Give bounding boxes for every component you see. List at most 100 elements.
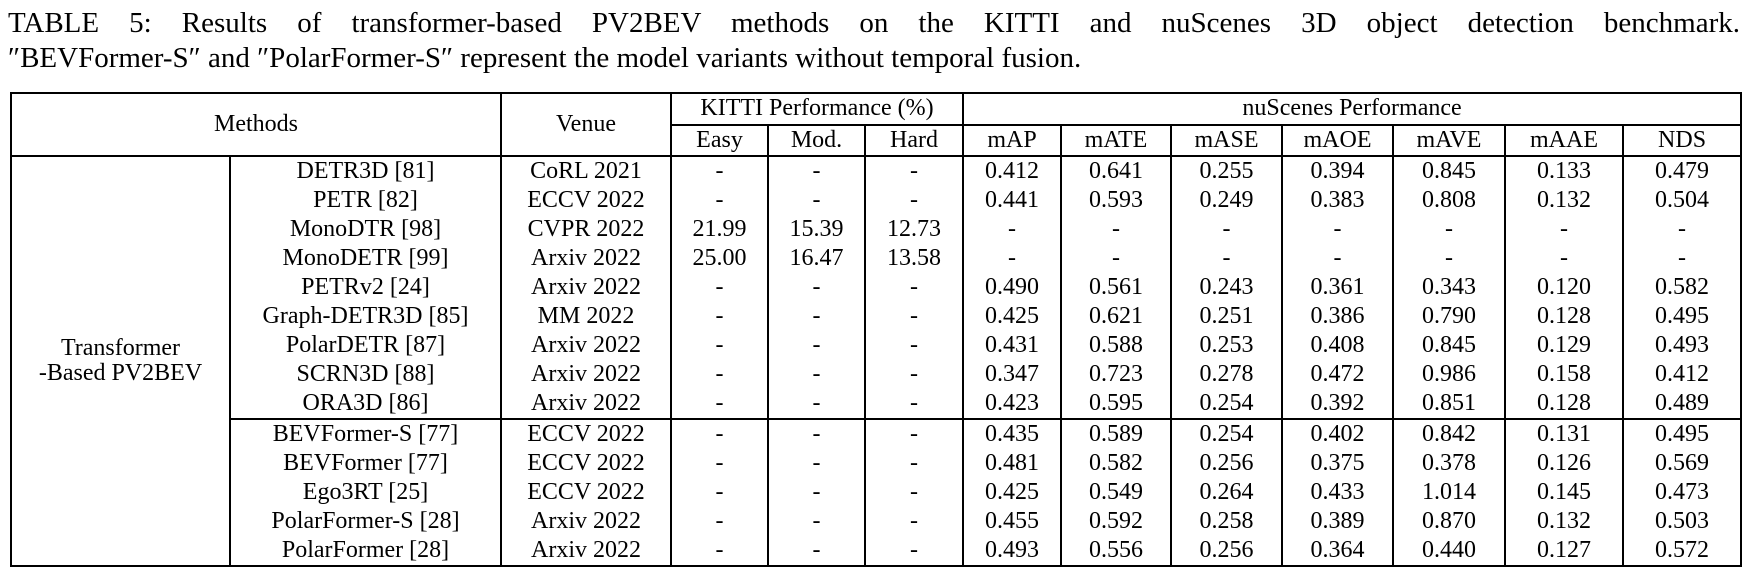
results-table-body: Transformer -Based PV2BEV DETR3D [81] CoRL … — [10, 156, 1742, 566]
metric-cell-mase: 0.264 — [1170, 478, 1282, 507]
metric-cell-mave: 0.842 — [1392, 418, 1505, 449]
metric-cell-hard: - — [864, 507, 963, 536]
metric-cell-mase: - — [1170, 215, 1282, 244]
metric-cell-maoe: 0.386 — [1281, 302, 1393, 331]
metric-cell-mase: 0.278 — [1170, 360, 1282, 389]
metric-cell-mave: 0.343 — [1392, 273, 1505, 302]
venue-cell: Arxiv 2022 — [500, 536, 671, 566]
subheader-maae: mAAE — [1504, 125, 1623, 156]
metric-cell-easy: - — [670, 418, 768, 449]
metric-cell-maoe: 0.394 — [1281, 156, 1393, 186]
subheader-mave: mAVE — [1392, 125, 1505, 156]
metric-cell-nds: 0.489 — [1621, 389, 1742, 419]
metric-cell-easy: - — [670, 156, 768, 186]
metric-cell-mod: - — [767, 273, 865, 302]
metric-cell-mod: - — [767, 536, 865, 566]
method-cell: PolarDETR [87] — [229, 331, 501, 360]
metric-cell-mase: 0.256 — [1170, 536, 1282, 566]
metric-cell-maae: 0.158 — [1504, 360, 1623, 389]
metric-cell-nds: 0.503 — [1621, 507, 1742, 536]
metric-cell-maoe: 0.383 — [1281, 186, 1393, 215]
metric-cell-mate: 0.582 — [1060, 449, 1171, 478]
method-cell: PolarFormer-S [28] — [229, 507, 501, 536]
method-cell: PETRv2 [24] — [229, 273, 501, 302]
metric-cell-maae: 0.126 — [1504, 449, 1623, 478]
subheader-nds: NDS — [1621, 125, 1742, 156]
method-cell: PolarFormer [28] — [229, 536, 501, 566]
metric-cell-map: 0.490 — [962, 273, 1061, 302]
metric-cell-mod: - — [767, 156, 865, 186]
metric-cell-easy: - — [670, 478, 768, 507]
metric-cell-mase: 0.243 — [1170, 273, 1282, 302]
table-row: MonoDTR [98] CVPR 2022 21.99 15.39 12.73- - - -… — [11, 215, 1742, 244]
metric-cell-mase: 0.254 — [1170, 389, 1282, 419]
header-row-groups: Methods Venue KITTI Performance (%) nuSc… — [10, 93, 1742, 156]
metric-cell-nds: 0.493 — [1621, 331, 1742, 360]
metric-cell-mase: 0.254 — [1170, 418, 1282, 449]
metric-cell-maae: 0.145 — [1504, 478, 1623, 507]
method-cell: PETR [82] — [229, 186, 501, 215]
metric-cell-hard: - — [864, 156, 963, 186]
metric-cell-mod: - — [767, 331, 865, 360]
metric-cell-maae: 0.128 — [1504, 389, 1623, 419]
metric-cell-mod: 16.47 — [767, 244, 865, 273]
metric-cell-mate: 0.588 — [1060, 331, 1171, 360]
metric-cell-nds: - — [1621, 215, 1742, 244]
table-row: BEVFormer [77] ECCV 2022- - -0.481 0.582 0.25… — [11, 449, 1742, 478]
table-caption-line-2: ″BEVFormer-S″ and ″PolarFormer-S″ repres… — [8, 42, 1082, 74]
table-row: Graph-DETR3D [85] MM 2022- - -0.425 0.621 0.2… — [11, 302, 1742, 331]
metric-cell-easy: - — [670, 273, 768, 302]
metric-cell-maoe: - — [1281, 215, 1393, 244]
metric-cell-mate: 0.641 — [1060, 156, 1171, 186]
metric-cell-maoe: 0.472 — [1281, 360, 1393, 389]
method-group-label-line: Transformer — [60, 334, 181, 361]
subheader-maoe: mAOE — [1281, 125, 1393, 156]
metric-cell-map: 0.431 — [962, 331, 1061, 360]
metric-cell-maoe: 0.361 — [1281, 273, 1393, 302]
metric-cell-maae: 0.127 — [1504, 536, 1623, 566]
subheader-easy: Easy — [670, 125, 768, 156]
metric-cell-easy: - — [670, 536, 768, 566]
metric-cell-mate: 0.549 — [1060, 478, 1171, 507]
metric-cell-map: 0.347 — [962, 360, 1061, 389]
metric-cell-maae: 0.133 — [1504, 156, 1623, 186]
header-row-metrics: Easy Mod. Hard mAP mATE mASE mAOE mAVE m… — [11, 125, 1742, 156]
subheader-mase: mASE — [1170, 125, 1282, 156]
group-header-kitti: KITTI Performance (%) — [670, 93, 963, 126]
metric-cell-map: 0.481 — [962, 449, 1061, 478]
method-cell: BEVFormer-S [77] — [229, 418, 501, 449]
venue-cell: Arxiv 2022 — [500, 507, 671, 536]
method-group-label: Transformer -Based PV2BEV — [10, 156, 231, 566]
metric-cell-maoe: 0.433 — [1281, 478, 1393, 507]
group-header-nuscenes: nuScenes Performance — [961, 93, 1742, 126]
table-row: PETR [82] ECCV 2022- - -0.441 0.593 0.249 0.38… — [11, 186, 1742, 215]
metric-cell-mod: - — [767, 302, 865, 331]
metric-cell-mate: 0.561 — [1060, 273, 1171, 302]
metric-cell-maoe: 0.408 — [1281, 331, 1393, 360]
metric-cell-map: 0.455 — [962, 507, 1061, 536]
metric-cell-maae: - — [1504, 215, 1623, 244]
table-row: MonoDETR [99] Arxiv 2022 25.00 16.47 13.58- -… — [11, 244, 1742, 273]
metric-cell-mate: 0.723 — [1060, 360, 1171, 389]
method-group-label-line: -Based PV2BEV — [38, 360, 203, 386]
metric-cell-easy: 21.99 — [670, 215, 768, 244]
venue-cell: MM 2022 — [500, 302, 671, 331]
subheader-mod: Mod. — [767, 125, 865, 156]
method-cell: MonoDTR [98] — [229, 215, 501, 244]
venue-cell: Arxiv 2022 — [500, 360, 671, 389]
metric-cell-easy: - — [670, 507, 768, 536]
metric-cell-mase: 0.256 — [1170, 449, 1282, 478]
metric-cell-easy: - — [670, 360, 768, 389]
table-row: PolarFormer-S [28] Arxiv 2022- - -0.455 0.59… — [11, 507, 1742, 536]
metric-cell-mave: 0.440 — [1392, 536, 1505, 566]
method-cell: DETR3D [81] — [229, 156, 501, 186]
method-cell: SCRN3D [88] — [229, 360, 501, 389]
venue-cell: ECCV 2022 — [500, 478, 671, 507]
metric-cell-mate: 0.595 — [1060, 389, 1171, 419]
col-header-venue: Venue — [500, 93, 671, 156]
metric-cell-nds: 0.495 — [1621, 418, 1742, 449]
venue-cell: ECCV 2022 — [500, 418, 671, 449]
venue-cell: Arxiv 2022 — [500, 244, 671, 273]
metric-cell-mave: 0.790 — [1392, 302, 1505, 331]
venue-cell: Arxiv 2022 — [500, 331, 671, 360]
